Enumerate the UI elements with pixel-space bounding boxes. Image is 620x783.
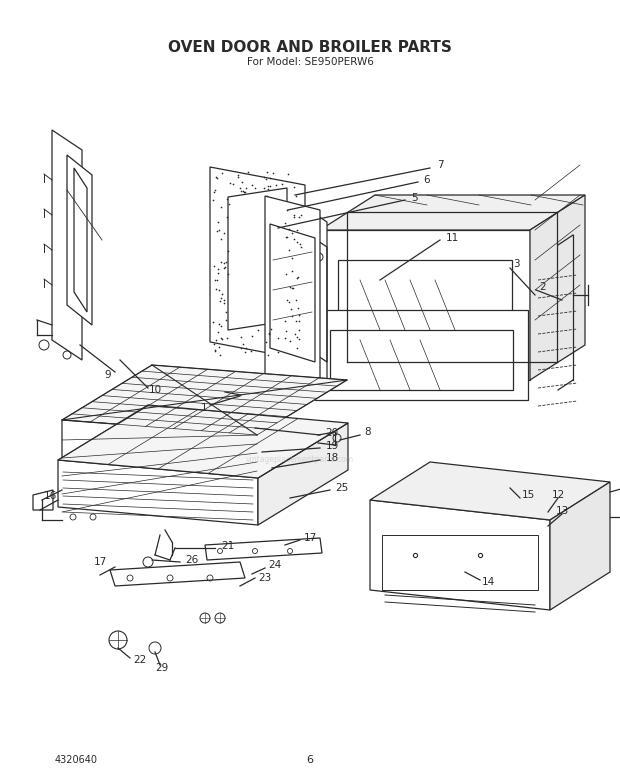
Text: 4320640: 4320640 [55,755,98,765]
Polygon shape [320,195,585,230]
Polygon shape [315,310,528,400]
Text: 13: 13 [556,506,569,516]
Text: 29: 29 [156,663,169,673]
Polygon shape [110,562,245,586]
Text: 5: 5 [410,193,417,203]
Text: 17: 17 [303,533,317,543]
Polygon shape [550,482,610,610]
Bar [338,260,512,355]
Polygon shape [228,188,287,330]
Text: 16: 16 [43,491,56,501]
Polygon shape [370,500,550,610]
Polygon shape [58,460,258,525]
Text: 6: 6 [306,755,314,765]
Polygon shape [210,167,305,360]
Polygon shape [370,462,610,520]
Bar [382,535,538,590]
Text: 15: 15 [521,490,534,500]
Text: 22: 22 [133,655,146,665]
Text: 19: 19 [326,441,339,451]
Text: 24: 24 [268,560,281,570]
Text: 23: 23 [259,573,272,583]
Polygon shape [52,130,82,360]
Polygon shape [205,538,322,560]
Polygon shape [67,155,92,325]
Text: 9: 9 [105,370,112,380]
Text: OVEN DOOR AND BROILER PARTS: OVEN DOOR AND BROILER PARTS [168,39,452,55]
Polygon shape [530,195,585,380]
Text: 17: 17 [94,557,107,567]
Text: 14: 14 [481,577,495,587]
Text: 2: 2 [539,282,546,292]
Text: For Model: SE950PERW6: For Model: SE950PERW6 [247,57,373,67]
Polygon shape [62,365,347,435]
Polygon shape [58,405,348,478]
Text: 6: 6 [423,175,430,185]
Polygon shape [33,490,53,510]
Text: 3: 3 [513,259,520,269]
Text: 20: 20 [326,428,339,438]
Polygon shape [258,423,348,525]
Bar [330,330,513,390]
Polygon shape [312,212,327,390]
Text: 7: 7 [436,160,443,170]
Text: 8: 8 [365,427,371,437]
Polygon shape [320,230,530,380]
Text: 25: 25 [335,483,348,493]
Text: 18: 18 [326,453,339,463]
Text: 26: 26 [185,555,198,565]
Text: 11: 11 [445,233,459,243]
Polygon shape [265,196,320,390]
Text: 1: 1 [201,403,207,413]
Text: vintageplacementparts.com: vintageplacementparts.com [246,456,354,464]
Text: 10: 10 [148,385,162,395]
Text: 12: 12 [551,490,565,500]
Text: 21: 21 [221,541,234,551]
Polygon shape [62,420,257,475]
